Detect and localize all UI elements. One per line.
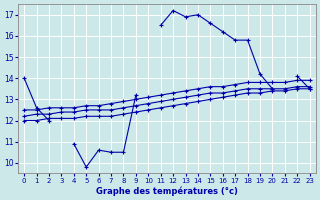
X-axis label: Graphe des températures (°c): Graphe des températures (°c) <box>96 186 238 196</box>
